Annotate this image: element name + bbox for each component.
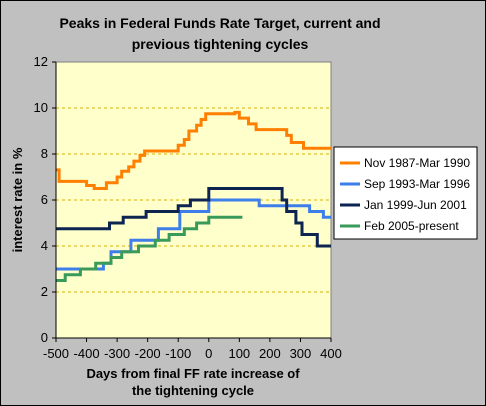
legend-label-1: Nov 1987-Mar 1990 [364,156,470,170]
series-lines [56,110,331,282]
x-tick-label: 400 [320,346,342,361]
x-axis-label-line-2: the tightening cycle [132,383,254,398]
y-tick-label: 6 [41,192,48,207]
x-tick-label: 100 [228,346,250,361]
y-tick-label: 12 [34,54,48,69]
x-tick-label: 200 [259,346,281,361]
tick-labels: 0 2 4 6 8 10 12 -500 -400 -300 -200 -100 0 100 200 300 4… [34,54,342,361]
y-tick-label: 2 [41,284,48,299]
legend-label-3: Jan 1999-Jun 2001 [364,198,467,212]
y-axis-label: interest rate in % [10,147,25,252]
legend: Nov 1987-Mar 1990 Sep 1993-Mar 1996 Jan 19… [333,146,478,240]
x-tick-label: -200 [135,346,161,361]
x-tick-label: 300 [290,346,312,361]
chart-title-line-1: Peaks in Federal Funds Rate Target, curr… [59,15,380,31]
x-tick-label: 0 [205,346,212,361]
legend-label-2: Sep 1993-Mar 1996 [364,177,470,191]
series-line-4 [56,215,243,282]
series-line-1 [56,110,331,190]
y-tick-label: 0 [41,330,48,345]
x-tick-label: -400 [74,346,100,361]
x-tick-label: -500 [43,346,69,361]
chart-title-line-2: previous tightening cycles [132,36,309,52]
x-tick-label: -300 [104,346,130,361]
y-tick-label: 4 [41,238,48,253]
x-tick-label: -100 [165,346,191,361]
y-tick-label: 10 [34,100,48,115]
legend-label-4: Feb 2005-present [364,219,459,233]
series-line-3 [56,187,331,248]
y-tick-label: 8 [41,146,48,161]
x-axis-label-line-1: Days from final FF rate increase of [86,366,300,381]
